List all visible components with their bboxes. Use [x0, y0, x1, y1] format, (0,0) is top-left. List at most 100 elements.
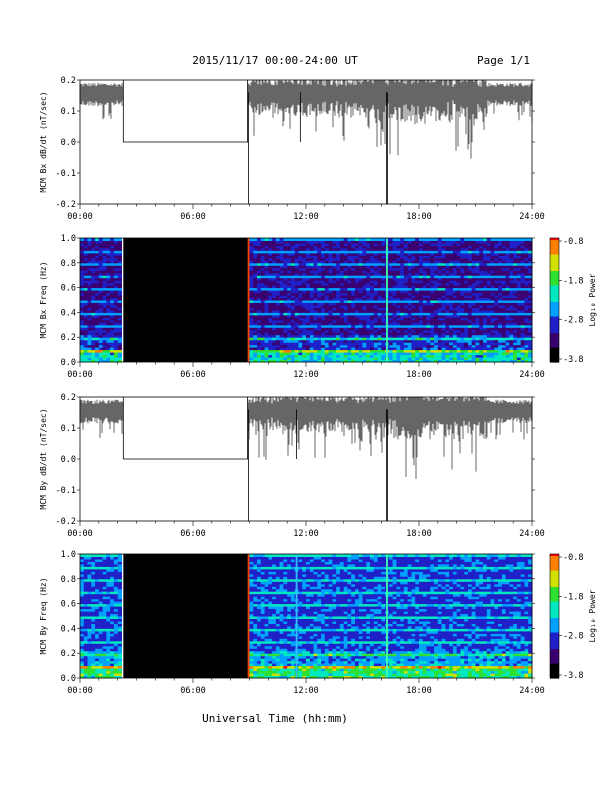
heatmap-cell: [336, 307, 341, 311]
heatmap-cell: [298, 339, 303, 343]
heatmap-cell: [102, 334, 107, 338]
heatmap-cell: [80, 673, 85, 676]
heatmap-cell: [106, 309, 111, 313]
heatmap-cell: [106, 568, 111, 572]
heatmap-cell: [287, 300, 292, 303]
heatmap-cell: [321, 339, 326, 343]
heatmap-cell: [83, 319, 89, 323]
heatmap-cell: [415, 324, 420, 328]
heatmap-cell: [98, 581, 104, 585]
heatmap-cell: [287, 349, 292, 353]
heatmap-cell: [272, 342, 277, 346]
heatmap-cell: [80, 329, 85, 333]
heatmap-cell: [407, 295, 412, 298]
heatmap-cell: [456, 349, 461, 353]
heatmap-cell: [501, 267, 507, 271]
heatmap-cell: [95, 650, 100, 654]
colorbar-segment: [550, 297, 559, 301]
heatmap-cell: [468, 238, 473, 241]
heatmap-cell: [279, 292, 284, 296]
heatmap-cell: [407, 357, 412, 360]
heatmap-cell: [381, 352, 386, 356]
heatmap-cell: [306, 280, 311, 284]
heatmap-cell: [486, 347, 492, 351]
heatmap-cell: [336, 243, 341, 246]
heatmap-cell: [283, 252, 288, 256]
heatmap-cell: [358, 354, 363, 358]
colorbar-segment: [550, 238, 559, 241]
heatmap-cell: [422, 302, 428, 306]
heatmap-cell: [437, 352, 443, 356]
heatmap-cell: [332, 309, 337, 313]
heatmap-cell: [249, 277, 254, 281]
heatmap-cell: [294, 319, 299, 323]
heatmap-cell: [317, 275, 322, 279]
heatmap-cell: [430, 262, 435, 266]
heatmap-cell: [249, 349, 254, 353]
heatmap-cell: [434, 302, 439, 306]
heatmap-cell: [415, 262, 420, 266]
colorbar-segment: [550, 289, 559, 293]
heatmap-cell: [347, 272, 352, 276]
heatmap-cell: [475, 300, 480, 303]
heatmap-cell: [358, 327, 363, 331]
heatmap-cell: [430, 337, 435, 341]
heatmap-cell: [309, 334, 315, 338]
heatmap-cell: [324, 255, 330, 259]
heatmap-cell: [290, 262, 296, 266]
heatmap-cell: [95, 628, 100, 632]
heatmap-cell: [456, 277, 461, 281]
heatmap-cell: [516, 257, 522, 261]
heatmap-cell: [475, 352, 480, 356]
heatmap-cell: [471, 250, 476, 254]
heatmap-cell: [520, 300, 525, 303]
heatmap-cell: [80, 322, 85, 326]
heatmap-cell: [494, 252, 499, 256]
heatmap-cell: [373, 359, 379, 363]
heatmap-cell: [343, 302, 348, 306]
heatmap-cell: [298, 262, 303, 266]
heatmap-cell: [498, 357, 503, 360]
heatmap-cell: [452, 280, 458, 284]
heatmap-cell: [430, 250, 435, 254]
heatmap-cell: [373, 292, 379, 296]
heatmap-cell: [80, 247, 85, 251]
heatmap-cell: [264, 327, 269, 331]
heatmap-cell: [494, 300, 499, 303]
heatmap-cell: [110, 658, 115, 662]
heatmap-cell: [332, 329, 337, 333]
heatmap-cell: [464, 255, 469, 259]
heatmap-cell: [513, 257, 518, 261]
heatmap-cell: [113, 349, 119, 353]
heatmap-cell: [445, 349, 450, 353]
heatmap-cell: [321, 322, 326, 326]
heatmap-cell: [260, 329, 266, 333]
heatmap-cell: [80, 588, 85, 592]
heatmap-cell: [106, 566, 111, 570]
heatmap-cell: [110, 319, 115, 323]
heatmap-cell: [309, 255, 315, 259]
heatmap-cell: [102, 645, 107, 649]
heatmap-cell: [106, 640, 111, 644]
heatmap-cell: [117, 347, 122, 351]
heatmap-cell: [452, 352, 458, 356]
heatmap-cell: [290, 349, 296, 353]
heatmap-cell: [117, 334, 122, 338]
heatmap-cell: [381, 327, 386, 331]
heatmap-cell: [351, 265, 356, 269]
heatmap-cell: [91, 621, 96, 624]
heatmap-cell: [452, 247, 458, 251]
heatmap-cell: [332, 292, 337, 296]
heatmap-cell: [351, 334, 356, 338]
colorbar-frame: [549, 237, 560, 363]
heatmap-cell: [388, 257, 394, 261]
heatmap-cell: [102, 240, 107, 244]
heatmap-cell: [98, 583, 104, 587]
heatmap-cell: [117, 267, 122, 271]
heatmap-cell: [449, 329, 454, 333]
heatmap-cell: [279, 344, 284, 348]
colorbar-title: Log₁₀ Power: [588, 273, 597, 326]
heatmap-cell: [95, 344, 100, 348]
heatmap-cell: [422, 300, 428, 303]
heatmap-cell: [268, 357, 273, 360]
